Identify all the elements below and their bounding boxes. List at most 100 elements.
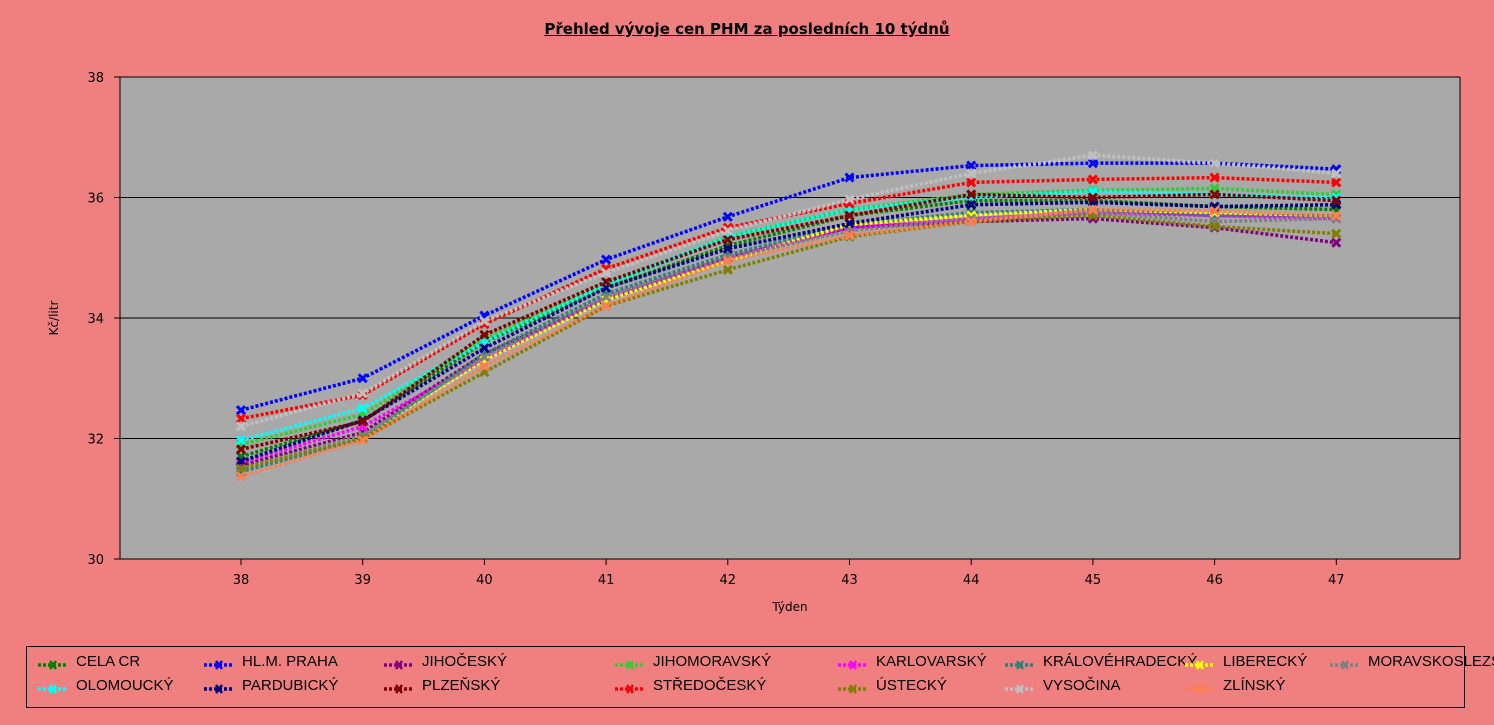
y-tick-label: 36 (87, 192, 104, 207)
series-plze-sk- (235, 189, 1342, 455)
legend-label: CELA CR (76, 653, 141, 670)
data-point (235, 421, 247, 432)
legend-label: JIHOMORAVSKÝ (653, 653, 772, 670)
series-line (240, 189, 1337, 443)
legend-label: KARLOVARSKÝ (876, 653, 987, 670)
legend-swatch (383, 657, 415, 670)
legend-swatch (1004, 657, 1036, 670)
data-point (844, 218, 855, 229)
chart-title: Přehled vývoje cen PHM za posledních 10 … (544, 20, 950, 38)
data-point (1331, 210, 1342, 221)
x-ticks: 38 39 40 41 42 43 44 45 46 47 (233, 559, 1345, 588)
legend-item: CELA CR (37, 653, 140, 670)
legend-swatch (614, 657, 646, 670)
data-point (844, 194, 855, 205)
data-point (479, 361, 490, 372)
x-tick-label: 42 (720, 573, 737, 588)
series-line (240, 210, 1337, 465)
x-tick-label: 47 (1328, 573, 1345, 588)
legend-item: PARDUBICKÝ (203, 677, 338, 694)
legend-item: HL.M. PRAHA (203, 653, 338, 670)
legend-item: JIHOMORAVSKÝ (614, 653, 771, 670)
legend-label: STŘEDOČESKÝ (653, 677, 767, 694)
y-axis-label: Kč/litr (47, 301, 61, 336)
data-point (235, 444, 247, 455)
data-point (1209, 172, 1220, 183)
legend-item: LIBERECKÝ (1184, 653, 1307, 670)
legend-swatch (37, 681, 69, 694)
data-point (235, 471, 247, 482)
legend-swatch (1184, 657, 1216, 670)
legend-label: JIHOČESKÝ (422, 653, 508, 670)
x-axis-label: Týden (771, 600, 807, 614)
x-tick-label: 38 (233, 573, 250, 588)
legend-item: KARLOVARSKÝ (837, 653, 987, 670)
legend-swatch (1004, 681, 1036, 694)
data-point (1331, 213, 1342, 224)
data-point (1331, 177, 1342, 188)
data-point (1087, 174, 1098, 185)
line-chart: 38 39 40 41 42 43 44 45 46 47 30 32 34 36 38 Týden Kč… (47, 71, 1461, 614)
legend-label: ZLÍNSKÝ (1223, 677, 1286, 694)
data-point (966, 168, 977, 179)
series-zl-nsk- (235, 204, 1342, 482)
legend-label: VYSOČINA (1043, 677, 1121, 694)
legend-item: STŘEDOČESKÝ (614, 677, 766, 694)
x-tick-label: 39 (354, 573, 371, 588)
legend-label: LIBERECKÝ (1223, 653, 1308, 670)
data-point (966, 216, 977, 227)
data-point (357, 435, 368, 446)
series-line (240, 207, 1337, 474)
data-point (722, 243, 733, 254)
x-tick-label: 45 (1085, 573, 1102, 588)
legend-swatch (37, 657, 69, 670)
data-point (1331, 228, 1342, 239)
legend-label: OLOMOUCKÝ (76, 677, 174, 694)
legend-swatch (1329, 657, 1361, 670)
legend-label: HL.M. PRAHA (242, 653, 338, 670)
data-point (479, 343, 490, 354)
legend-item: OLOMOUCKÝ (37, 677, 174, 694)
data-point (1331, 195, 1342, 206)
data-point (479, 352, 490, 363)
data-point (357, 373, 368, 384)
data-point (722, 211, 733, 222)
data-point (357, 403, 368, 414)
legend-swatch (1184, 681, 1216, 694)
legend-label: KRÁLOVÉHRADECKÝ (1043, 653, 1198, 670)
data-point (1331, 168, 1342, 179)
legend-swatch (837, 657, 869, 670)
data-point (722, 264, 733, 275)
data-point (235, 405, 247, 416)
legend: CELA CR HL.M. PRAHA JIHOČESKÝ JIHOMORAVSKÝ K… (26, 646, 1494, 708)
series-line (240, 192, 1337, 452)
legend-label: PARDUBICKÝ (242, 677, 339, 694)
legend-label: PLZEŇSKÝ (422, 677, 501, 694)
legend-swatch (614, 681, 646, 694)
data-point (357, 416, 368, 427)
data-point (722, 225, 733, 236)
data-point (844, 230, 855, 241)
legend-swatch (383, 681, 415, 694)
data-point (1209, 189, 1220, 200)
data-point (1209, 221, 1220, 232)
series-vyso-ina (235, 150, 1342, 432)
legend-item: ZLÍNSKÝ (1184, 677, 1286, 694)
data-point (1209, 158, 1220, 169)
data-point (601, 254, 612, 265)
series-line (240, 207, 1337, 479)
data-point (601, 291, 612, 302)
data-point (966, 199, 977, 210)
x-tick-label: 40 (476, 573, 493, 588)
data-point (1087, 158, 1098, 169)
y-ticks: 30 32 34 36 38 (87, 71, 120, 568)
data-point (479, 329, 490, 340)
legend-swatch (203, 681, 235, 694)
data-point (235, 435, 247, 446)
x-tick-label: 43 (841, 573, 858, 588)
data-point (844, 172, 855, 183)
data-point (479, 315, 490, 327)
series-line (240, 153, 1337, 429)
data-point (1087, 192, 1098, 203)
legend-label: ÚSTECKÝ (876, 677, 947, 694)
